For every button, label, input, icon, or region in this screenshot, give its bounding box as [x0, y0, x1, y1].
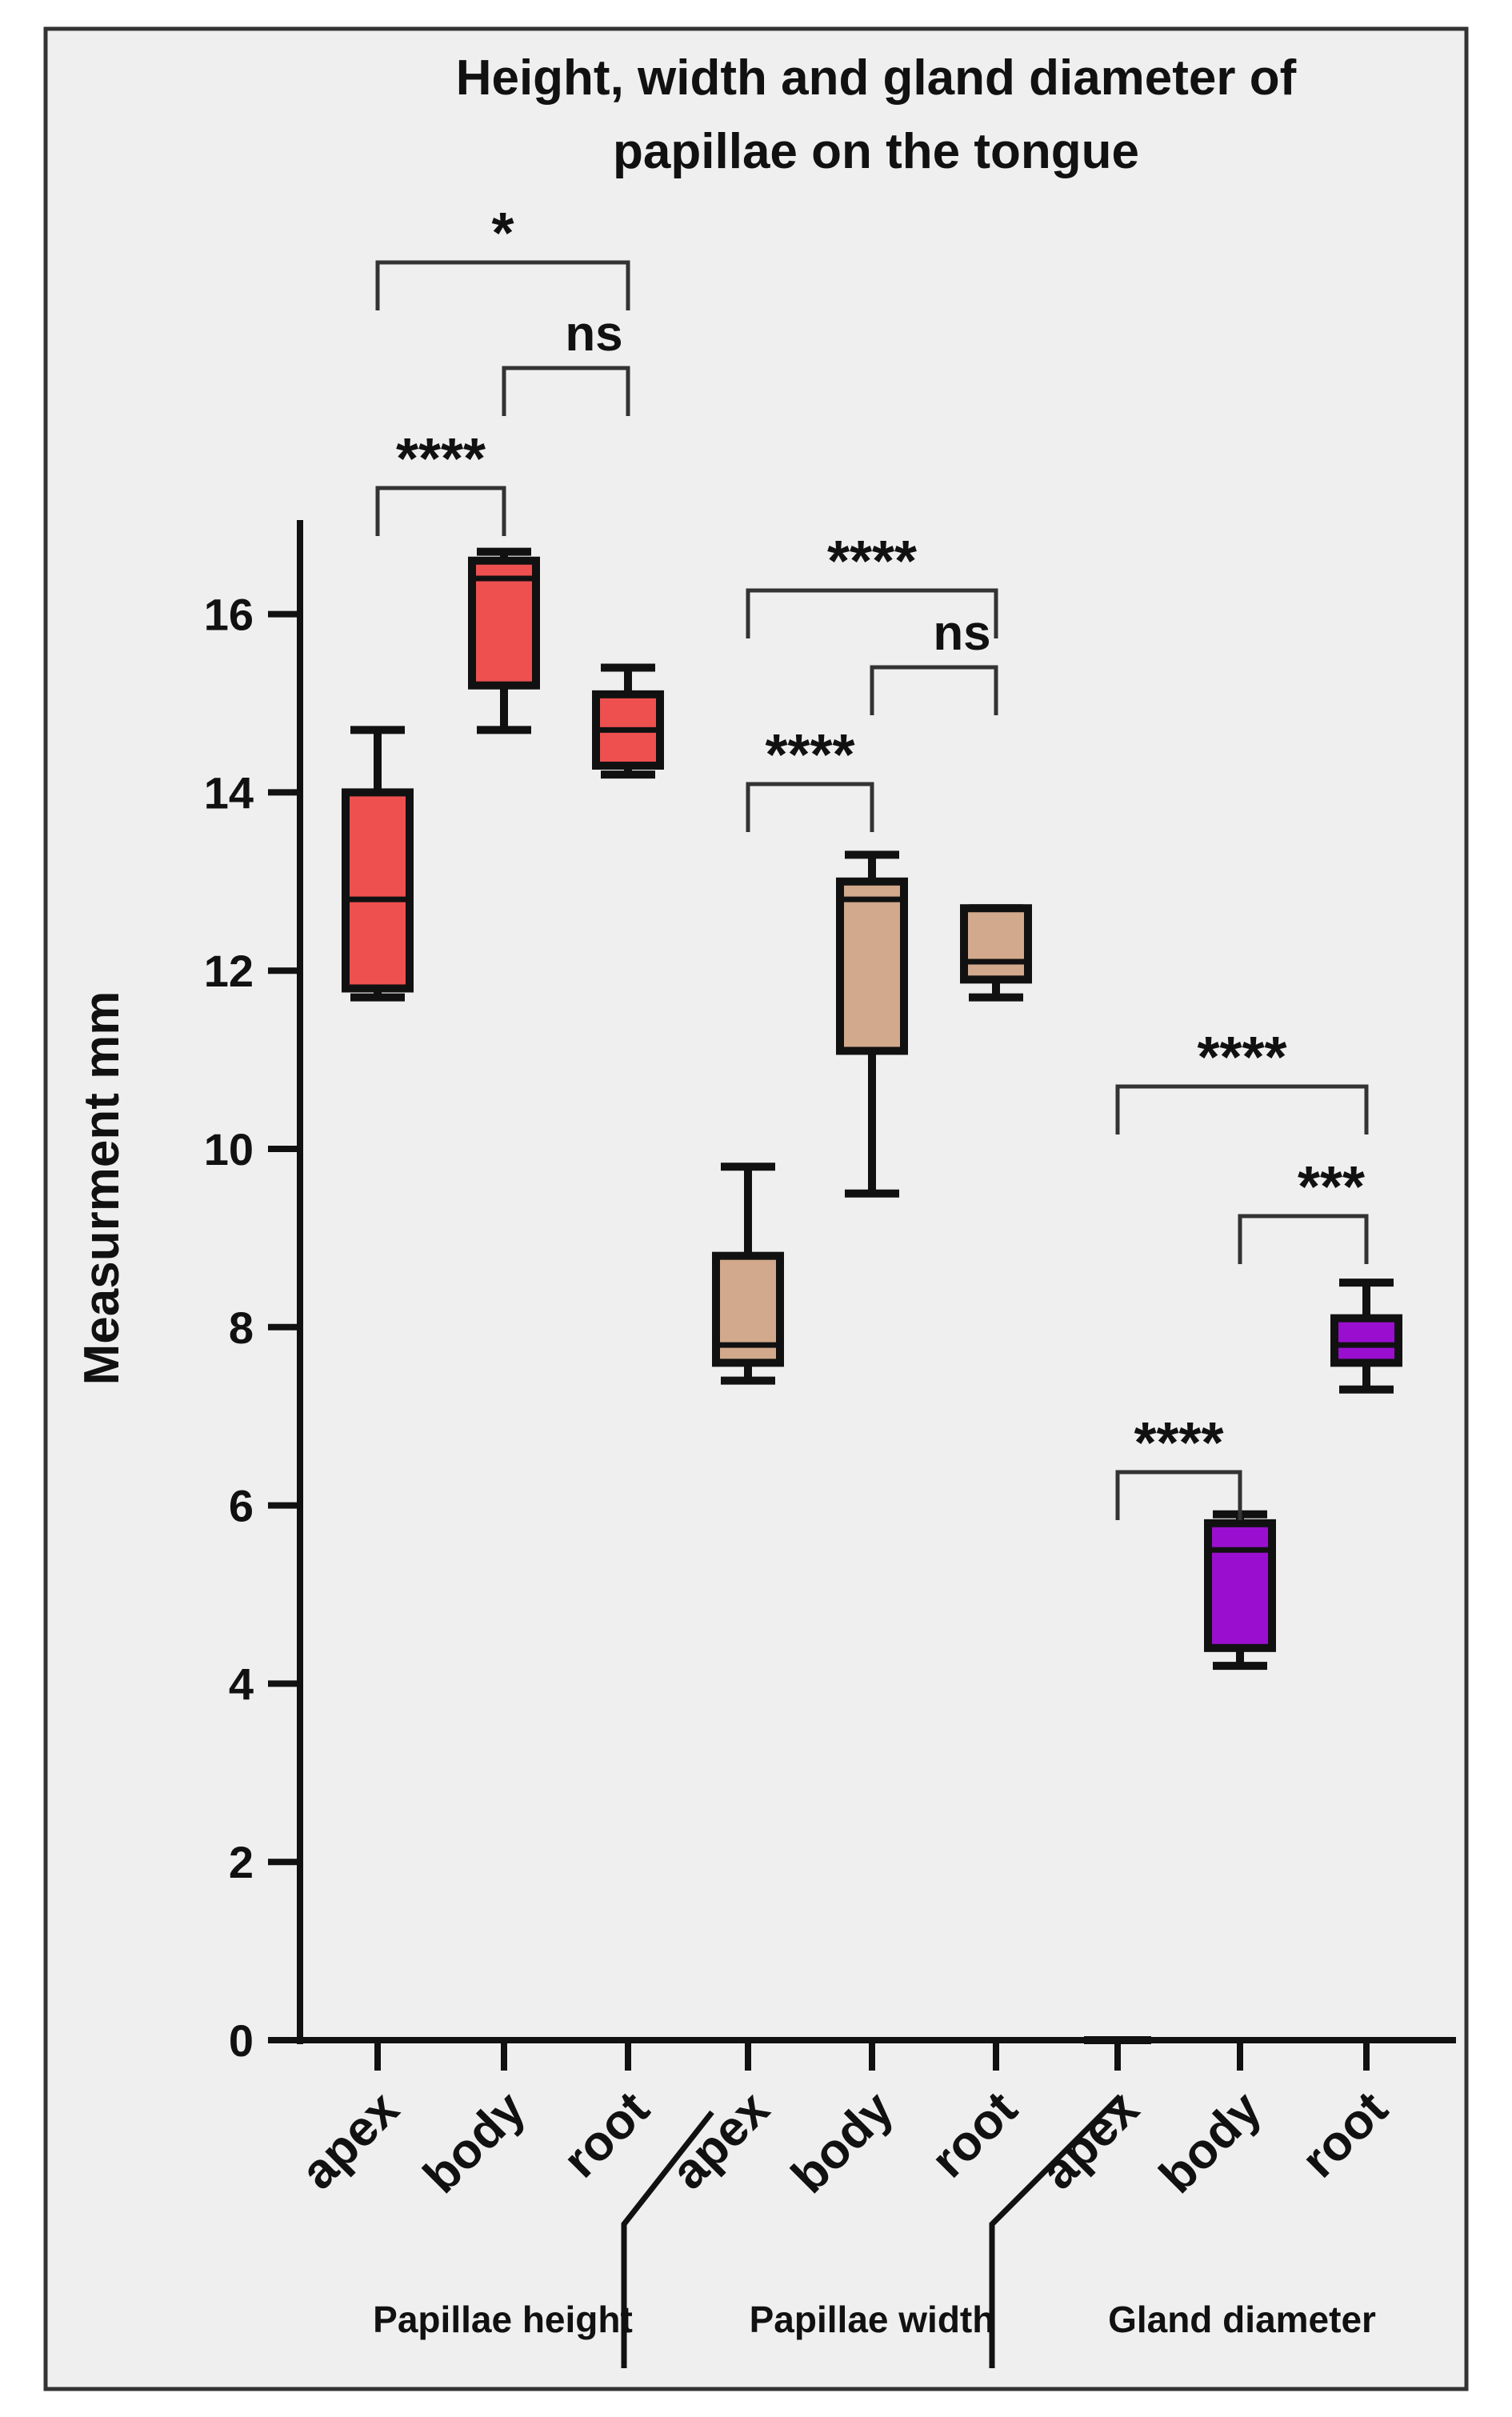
chart-title-line-2: papillae on the tongue — [613, 124, 1139, 179]
y-tick-label: 6 — [229, 1481, 254, 1531]
significance-bracket: **** — [1115, 1411, 1242, 1520]
chart-title-line-1: Height, width and gland diameter of — [456, 50, 1297, 106]
group-separator — [989, 2094, 1122, 2368]
y-tick-label: 8 — [229, 1303, 254, 1353]
box-papillae-width-body — [836, 850, 908, 1198]
y-tick-label: 2 — [229, 1837, 254, 1887]
group-label: Gland diameter — [1108, 2299, 1376, 2340]
y-tick-label: 4 — [229, 1659, 254, 1709]
significance-bracket: *** — [1238, 1155, 1369, 1264]
box-iqr-rect — [836, 877, 908, 1055]
significance-label: *** — [1298, 1155, 1365, 1219]
bracket-line — [502, 366, 630, 416]
box-series — [342, 547, 1402, 2044]
box-iqr-rect — [342, 788, 414, 993]
significance-label: **** — [765, 723, 854, 787]
y-tick-label: 16 — [204, 590, 254, 640]
y-tick-label: 0 — [229, 2015, 254, 2066]
y-tick-label: 12 — [204, 946, 254, 996]
box-gland-diameter-body — [1204, 1510, 1276, 1671]
box-iqr-rect — [1204, 1519, 1276, 1652]
significance-label: * — [491, 202, 514, 266]
group-label: Papillae height — [373, 2299, 633, 2340]
significance-bracket: **** — [746, 723, 874, 832]
box-iqr-rect — [1330, 1314, 1402, 1367]
box-papillae-height-body — [468, 547, 540, 734]
group-separator — [621, 2110, 714, 2368]
significance-bracket: ns — [502, 306, 630, 416]
bracket-line — [870, 665, 998, 715]
significance-label: **** — [827, 530, 917, 594]
bracket-line — [375, 486, 506, 536]
bracket-line — [746, 588, 998, 638]
box-papillae-width-apex — [712, 1162, 784, 1385]
box-papillae-height-root — [592, 663, 664, 779]
significance-bracket: ns — [870, 606, 998, 715]
box-gland-diameter-root — [1330, 1279, 1402, 1394]
axes: 0 2 4 6 8 10 12 14 16 — [204, 520, 1456, 2071]
box-papillae-height-apex — [342, 726, 414, 1002]
significance-label: ns — [565, 306, 622, 362]
figure-border — [43, 26, 1469, 2391]
bracket-line — [375, 260, 630, 310]
bracket-line — [1115, 1470, 1242, 1520]
significance-label: **** — [1134, 1411, 1223, 1475]
box-iqr-rect — [960, 904, 1032, 984]
box-papillae-width-root — [960, 904, 1032, 1002]
significance-label: **** — [396, 427, 486, 491]
box-iqr-rect — [468, 556, 540, 690]
group-label: Papillae width — [750, 2299, 995, 2340]
significance-bracket: * — [375, 202, 630, 310]
significance-bracket: **** — [746, 530, 998, 638]
significance-bracket: **** — [1115, 1026, 1369, 1134]
y-tick-label: 10 — [204, 1124, 254, 1174]
y-axis-label: Measurment mm — [74, 991, 130, 1386]
bracket-line — [1238, 1214, 1369, 1264]
significance-brackets: *ns********ns*************** — [375, 202, 1369, 1520]
significance-label: ns — [933, 606, 990, 661]
bracket-line — [746, 782, 874, 832]
significance-label: **** — [1197, 1026, 1286, 1090]
significance-bracket: **** — [375, 427, 506, 536]
bracket-line — [1115, 1084, 1369, 1134]
y-tick-label: 14 — [204, 767, 254, 818]
